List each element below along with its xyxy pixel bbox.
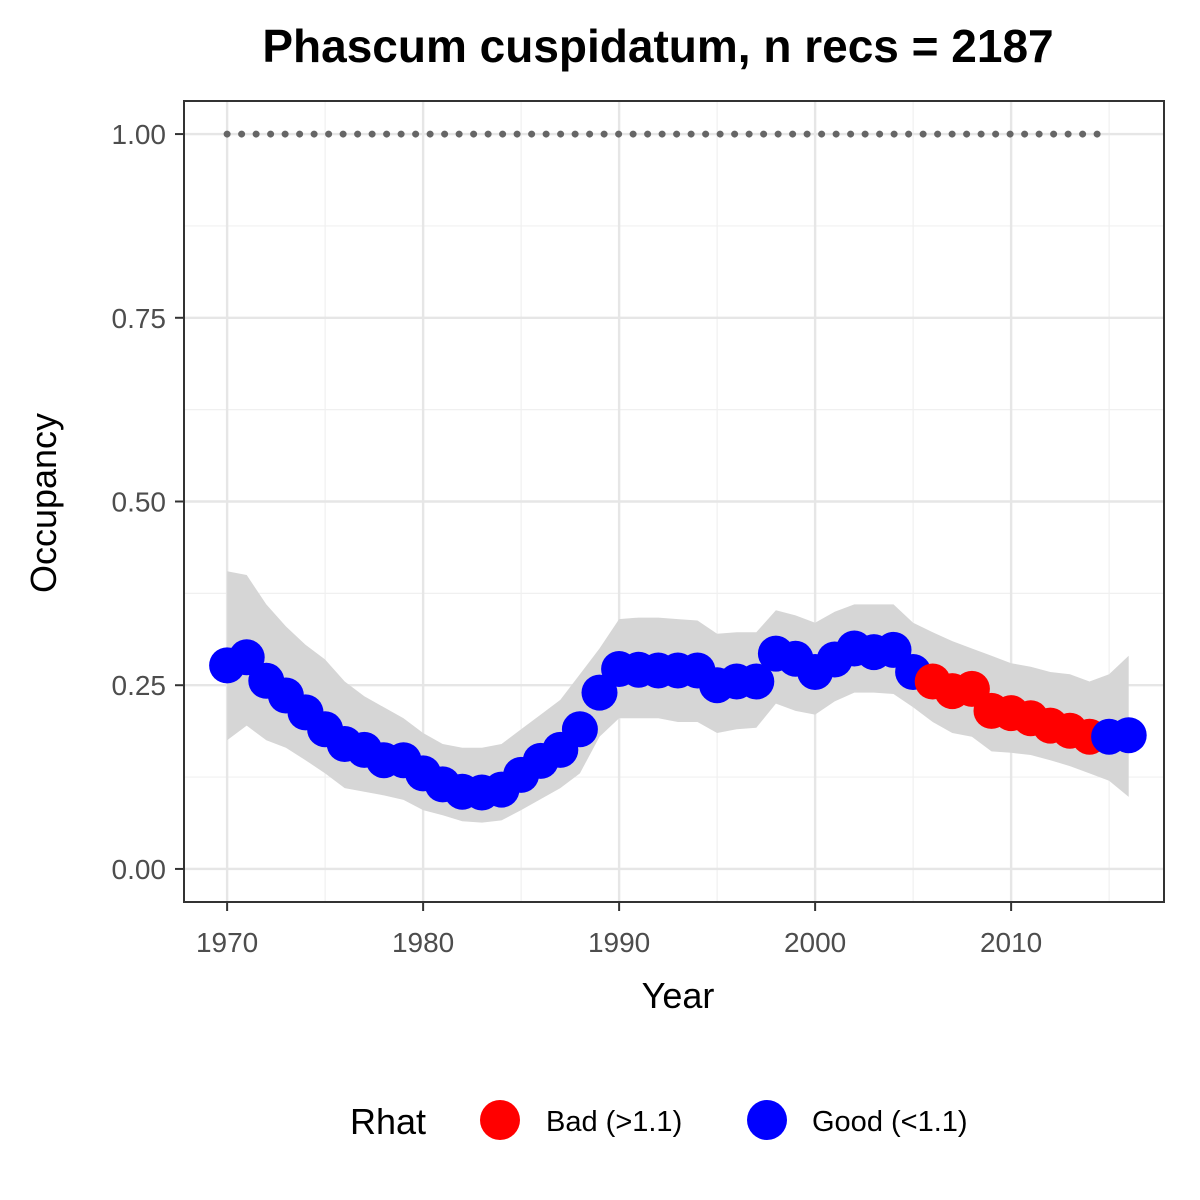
x-tick-label: 1970 bbox=[196, 927, 258, 958]
x-tick-label: 2000 bbox=[784, 927, 846, 958]
grid-major bbox=[184, 101, 1164, 902]
y-axis: 0.00 0.25 0.50 0.75 1.00 bbox=[112, 119, 184, 885]
legend-label-good: Good (<1.1) bbox=[812, 1106, 968, 1138]
legend-swatch-good bbox=[747, 1100, 787, 1140]
legend: Rhat Bad (>1.1) Good (<1.1) bbox=[350, 1100, 968, 1142]
legend-title: Rhat bbox=[350, 1101, 426, 1142]
x-tick-label: 1980 bbox=[392, 927, 454, 958]
legend-swatch-bad bbox=[480, 1100, 520, 1140]
y-tick-label: 0.25 bbox=[112, 670, 167, 701]
chart-title: Phascum cuspidatum, n recs = 2187 bbox=[262, 20, 1053, 72]
confidence-ribbon bbox=[227, 571, 1129, 823]
data-point-good bbox=[738, 663, 775, 700]
y-tick-label: 0.50 bbox=[112, 487, 167, 518]
x-axis-title: Year bbox=[642, 975, 715, 1016]
legend-label-bad: Bad (>1.1) bbox=[546, 1106, 682, 1138]
x-axis: 1970 1980 1990 2000 2010 bbox=[196, 902, 1042, 958]
confidence-ribbon-layer bbox=[227, 571, 1129, 823]
x-tick-label: 1990 bbox=[588, 927, 650, 958]
data-point-good bbox=[561, 711, 598, 748]
data-points-layer bbox=[209, 630, 1147, 811]
y-axis-title: Occupancy bbox=[23, 413, 64, 593]
data-point-good bbox=[581, 674, 618, 711]
y-tick-label: 0.00 bbox=[112, 854, 167, 885]
y-tick-label: 1.00 bbox=[112, 119, 167, 150]
x-tick-label: 2010 bbox=[980, 927, 1042, 958]
data-point-good bbox=[1110, 717, 1147, 754]
y-tick-label: 0.75 bbox=[112, 303, 167, 334]
